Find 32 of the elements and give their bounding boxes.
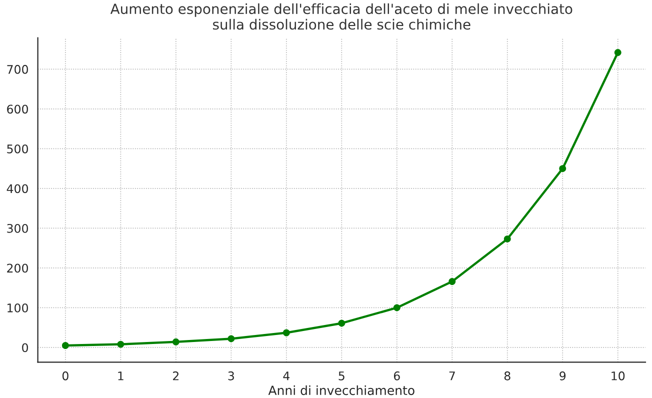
point xyxy=(448,278,456,285)
y-tick-label: 400 xyxy=(6,184,28,194)
point xyxy=(228,335,235,342)
x-tick-label: 1 xyxy=(118,372,124,380)
x-tick-label: 9 xyxy=(560,371,566,380)
point xyxy=(393,304,400,312)
point xyxy=(62,342,69,349)
x-tick-label: 5 xyxy=(338,372,344,380)
point xyxy=(117,340,124,348)
y-tick-label: 0 xyxy=(22,343,28,352)
y-tick-label: 600 xyxy=(7,104,28,114)
y-tick-label: 700 xyxy=(7,64,28,74)
point xyxy=(559,165,566,172)
point xyxy=(282,329,290,336)
y-tick-label: 100 xyxy=(8,303,28,312)
point xyxy=(338,320,346,327)
y-tick-label: 300 xyxy=(7,224,28,233)
point xyxy=(172,338,180,346)
x-tick-label: 3 xyxy=(228,371,234,380)
chart-title: Aumento esponenziale dell'efficacia dell'aceto di mele invecchiato sulla dissoluzione delle scie chimiche xyxy=(110,3,572,30)
y-tick-label: 200 xyxy=(7,264,28,273)
x-tick-label: 6 xyxy=(394,371,400,380)
y-tick-label: 500 xyxy=(7,144,28,154)
x-tick-label: 7 xyxy=(449,372,455,380)
x-tick-label: 2 xyxy=(173,371,178,380)
x-axis-title: Anni di invecchiamento xyxy=(268,385,414,396)
point xyxy=(504,235,511,242)
x-tick-label: 10 xyxy=(612,371,625,380)
x-tick-label: 0 xyxy=(62,371,68,380)
point xyxy=(614,49,622,56)
x-tick-label: 8 xyxy=(504,371,510,380)
x-tick-label: 4 xyxy=(283,372,290,380)
